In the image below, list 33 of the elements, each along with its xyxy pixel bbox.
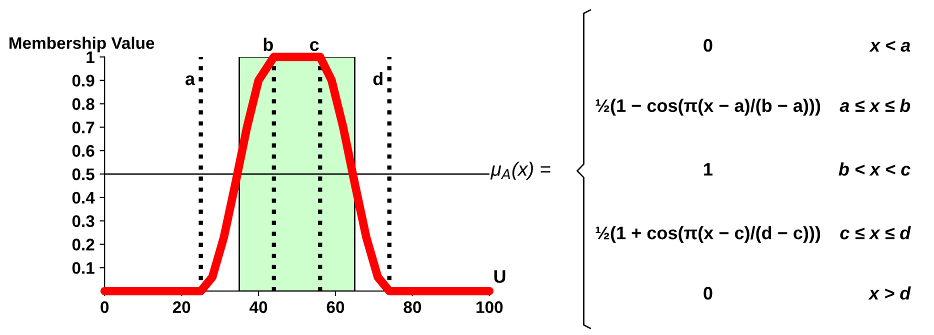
text: b < x < c — [838, 162, 910, 176]
x-tick-label: 80 — [404, 301, 422, 314]
x-tick-label: 100 — [476, 301, 503, 314]
text: x < a — [869, 40, 910, 52]
ref-line-label: d — [373, 72, 382, 86]
ref-line-label: c — [310, 41, 319, 52]
y-tick-label: 0.5 — [72, 168, 94, 180]
x-axis-title: U — [494, 270, 506, 283]
x-tick-label: 60 — [326, 301, 344, 314]
text: 1 — [704, 163, 712, 176]
y-tick-label: 0.4 — [72, 192, 95, 204]
y-tick-label: 0.1 — [72, 262, 94, 274]
text: ½(1 + cos(π(x − c)/(d − c))) — [596, 226, 820, 243]
y-tick-label: 0.8 — [72, 98, 94, 110]
text: a ≤ x ≤ b — [840, 98, 910, 112]
y-tick-label: 1 — [86, 52, 94, 63]
text: ½(1 − cos(π(x − a)/(b − a))) — [596, 98, 820, 116]
ref-line-label: a — [186, 75, 196, 86]
y-tick-label: 0.9 — [72, 74, 94, 87]
y-tick-label: 0.6 — [72, 145, 94, 157]
text: μ$_{A}$(x) = — [490, 162, 550, 180]
text: 0 — [704, 38, 712, 52]
text: 0 — [704, 286, 712, 300]
text: c ≤ x ≤ d — [840, 226, 911, 240]
y-tick-label: 0.3 — [72, 215, 94, 228]
ref-line-label: b — [264, 38, 273, 52]
x-tick-label: 20 — [172, 301, 190, 314]
x-tick-label: 40 — [250, 301, 268, 314]
y-tick-label: 0.2 — [72, 238, 94, 250]
y-tick-label: 0.7 — [72, 122, 94, 134]
y-axis-title: Membership Value — [10, 36, 154, 52]
text: x > d — [868, 286, 911, 300]
x-tick-label: 0 — [100, 301, 109, 314]
